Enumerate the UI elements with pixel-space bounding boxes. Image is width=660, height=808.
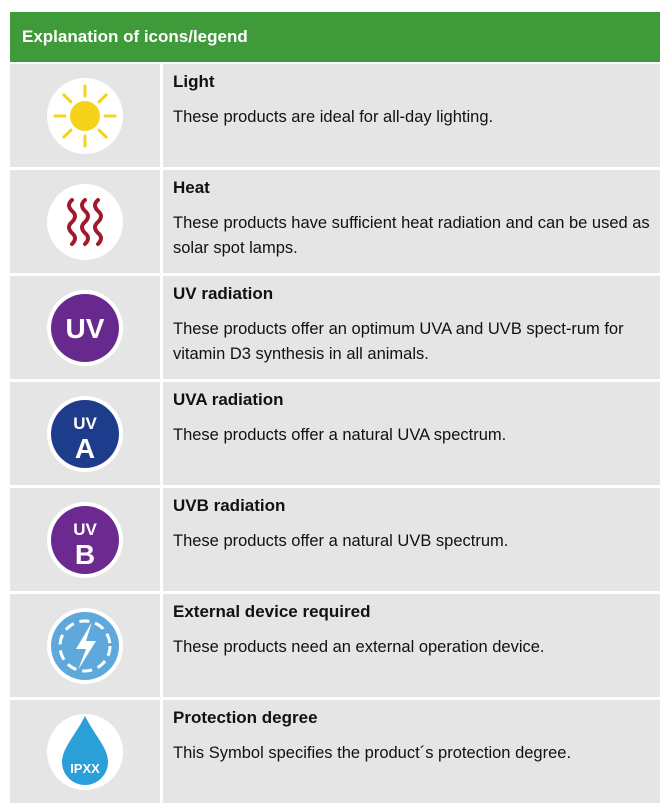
row-description: These products are ideal for all-day lig… [173, 108, 494, 126]
icon [47, 184, 123, 260]
legend-row: UV A UVA radiation These products offer a n… [10, 382, 660, 485]
icon [47, 78, 123, 154]
icon-cell: UV [10, 276, 160, 379]
row-title: Heat [173, 178, 210, 197]
row-description: This Symbol specifies the product´s prot… [173, 744, 572, 762]
legend-row: Light These products are ideal for all-da… [10, 64, 660, 167]
row-description: These products offer a natural UVA spect… [173, 426, 507, 444]
row-title: UVA radiation [173, 390, 284, 409]
legend-row: External device required These products n… [10, 594, 660, 697]
icon: IPXX [47, 714, 123, 790]
icon-cell [10, 64, 160, 167]
row-title: UVB radiation [173, 496, 286, 515]
icon: UVB [47, 502, 123, 578]
heat-wave [93, 198, 103, 246]
icon-cell: IPXX [10, 700, 160, 803]
row-description: These products offer an optimum UVA and … [173, 320, 624, 363]
legend-row: IPXX Protection degree This Symbol specifi… [10, 700, 660, 803]
text-cell: UVA radiation These products offer a natu… [163, 382, 660, 485]
bolt [76, 622, 96, 670]
legend-row: UV B UVB radiation These products offer a n… [10, 488, 660, 591]
heat-wave [80, 198, 90, 246]
icon-cell [10, 170, 160, 273]
row-title: Light [173, 72, 215, 91]
icon-text: UV [73, 520, 97, 539]
icon [47, 608, 123, 684]
drop [62, 716, 108, 785]
icon: UVA [47, 396, 123, 472]
icon-text: A [75, 433, 95, 464]
icon-cell: UV B [10, 488, 160, 591]
row-description: These products offer a natural UVB spect… [173, 532, 509, 550]
icon-text: IPXX [70, 761, 100, 776]
row-description: These products need an external operatio… [173, 638, 545, 656]
text-cell: UVB radiation These products offer a natu… [163, 488, 660, 591]
text-cell: UV radiation These products offer an opti… [163, 276, 660, 379]
legend-row: UV UV radiation These products offer an op… [10, 276, 660, 379]
icon-fill [51, 506, 119, 574]
icon-fill [51, 400, 119, 468]
sun-core [70, 101, 100, 131]
sun-ray [97, 128, 108, 139]
legend-row: Heat These products have sufficient heat … [10, 170, 660, 273]
row-title: Protection degree [173, 708, 318, 727]
text-cell: Light These products are ideal for all-da… [163, 64, 660, 167]
row-title: UV radiation [173, 284, 274, 303]
icon-text: UV [66, 313, 105, 344]
sun-ray [97, 93, 108, 104]
icon: UV [47, 290, 123, 366]
icon-text: B [75, 539, 95, 570]
icon-cell: UV A [10, 382, 160, 485]
icon-text: UV [73, 414, 97, 433]
icon-cell [10, 594, 160, 697]
header-title: Explanation of icons/legend [10, 12, 660, 62]
row-title: External device required [173, 602, 371, 621]
heat-wave [67, 198, 77, 246]
text-cell: Protection degree This Symbol specifies t… [163, 700, 660, 803]
text-cell: External device required These products n… [163, 594, 660, 697]
sun-ray [62, 128, 73, 139]
dash-ring [58, 619, 112, 673]
sun-ray [62, 93, 73, 104]
row-description: These products have sufficient heat radi… [173, 214, 650, 257]
icon-fill [51, 294, 119, 362]
text-cell: Heat These products have sufficient heat … [163, 170, 660, 273]
